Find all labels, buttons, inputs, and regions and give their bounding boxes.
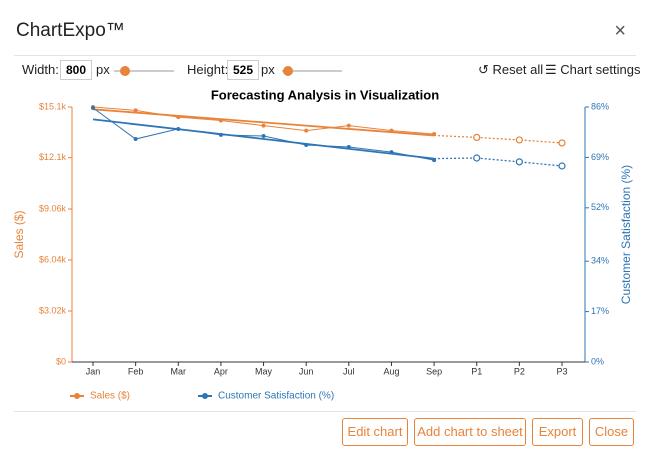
divider xyxy=(14,411,636,412)
reset-button[interactable]: ↺ Reset all xyxy=(478,62,544,77)
x-tick-label: Aug xyxy=(383,366,399,376)
chart-title: Forecasting Analysis in Visualization xyxy=(211,87,439,102)
y-tick-label: $3.02k xyxy=(39,305,67,315)
close-button[interactable]: Close xyxy=(589,418,634,446)
series-marker xyxy=(389,128,394,133)
series-marker xyxy=(176,115,181,120)
width-slider[interactable] xyxy=(114,70,174,72)
height-input[interactable]: 525 xyxy=(227,60,260,80)
series-marker xyxy=(176,126,181,131)
width-unit: px xyxy=(96,62,110,77)
y-tick-label: $9.06k xyxy=(39,203,67,213)
forecast-marker xyxy=(473,154,481,162)
edit-chart-button[interactable]: Edit chart xyxy=(342,418,408,446)
x-tick-label: P1 xyxy=(471,366,482,376)
y2-tick-label: 69% xyxy=(591,152,609,162)
y-axis-title: Sales ($) xyxy=(12,210,26,258)
x-tick-label: Jul xyxy=(343,366,355,376)
add-chart-button[interactable]: Add chart to sheet xyxy=(414,418,526,446)
forecast-marker xyxy=(473,133,481,141)
width-label: Width: xyxy=(22,62,59,77)
y2-tick-label: 0% xyxy=(591,356,604,366)
series-marker xyxy=(218,118,223,123)
forecast-connector xyxy=(434,134,477,139)
y-tick-label: $0 xyxy=(56,356,66,366)
legend-marker xyxy=(74,393,80,399)
y-tick-label: $15.1k xyxy=(39,101,67,111)
x-tick-label: Feb xyxy=(128,366,144,376)
forecast-marker xyxy=(558,162,566,170)
legend-marker xyxy=(202,393,208,399)
x-tick-label: Jun xyxy=(299,366,314,376)
y2-tick-label: 17% xyxy=(591,306,609,316)
forecast-marker xyxy=(558,139,566,147)
y2-tick-label: 52% xyxy=(591,202,609,212)
legend-label: Sales ($) xyxy=(90,391,130,402)
reset-text: Reset all xyxy=(492,62,544,77)
series-marker xyxy=(346,145,351,150)
forecast-marker xyxy=(515,136,523,144)
divider xyxy=(14,55,636,56)
settings-button[interactable]: ☰ Chart settings xyxy=(545,62,641,77)
x-tick-label: Jan xyxy=(86,366,101,376)
chart: Forecasting Analysis in Visualization $0 $… xyxy=(12,87,633,402)
y2-tick-label: 86% xyxy=(591,101,609,111)
trend-line xyxy=(92,118,435,160)
close-icon[interactable]: × xyxy=(614,20,626,42)
height-slider[interactable] xyxy=(282,70,342,72)
series-marker xyxy=(133,137,138,142)
x-tick-label: Sep xyxy=(426,366,442,376)
dialog-title: ChartExpo™ xyxy=(16,20,125,41)
x-tick-label: May xyxy=(255,366,273,376)
series-marker xyxy=(218,132,223,137)
x-tick-label: Mar xyxy=(171,366,187,376)
series-marker xyxy=(261,123,266,128)
series-marker xyxy=(346,123,351,128)
settings-text: Chart settings xyxy=(560,62,641,77)
y-tick-label: $6.04k xyxy=(39,254,67,264)
forecast-connector xyxy=(434,157,477,160)
width-input[interactable]: 800 xyxy=(60,60,93,80)
y2-axis-title: Customer Satisfaction (%) xyxy=(619,165,633,304)
x-tick-label: Apr xyxy=(214,366,228,376)
y-tick-label: $12.1k xyxy=(39,152,67,162)
series-marker xyxy=(133,108,138,113)
x-tick-label: P2 xyxy=(514,366,525,376)
series-line xyxy=(92,106,435,135)
trend-line xyxy=(92,108,435,137)
series-marker xyxy=(261,134,266,139)
height-label: Height: xyxy=(187,62,229,77)
legend-label: Customer Satisfaction (%) xyxy=(218,391,334,402)
series-marker xyxy=(91,105,95,110)
width-knob[interactable] xyxy=(120,66,130,76)
x-tick-label: P3 xyxy=(556,366,567,376)
export-button[interactable]: Export xyxy=(532,418,583,446)
series-marker xyxy=(304,142,309,147)
y2-tick-label: 34% xyxy=(591,256,609,266)
height-unit: px xyxy=(261,62,275,77)
height-knob[interactable] xyxy=(283,66,293,76)
forecast-marker xyxy=(515,158,523,166)
series-marker xyxy=(304,128,309,133)
series-marker xyxy=(389,150,394,155)
